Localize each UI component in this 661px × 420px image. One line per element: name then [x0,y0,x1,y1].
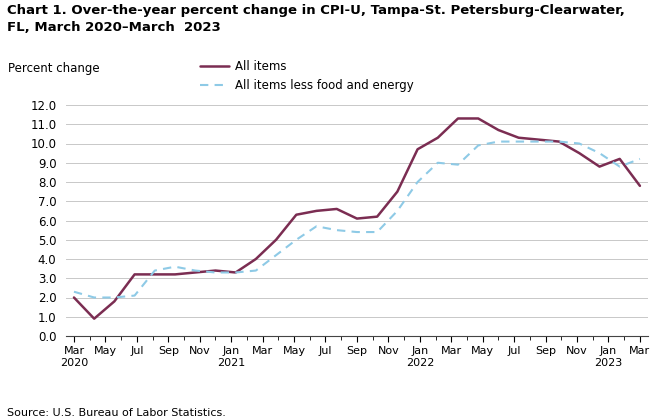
All items [454,116,462,121]
All items less food and energy [535,139,543,144]
Text: Source: U.S. Bureau of Labor Statistics.: Source: U.S. Bureau of Labor Statistics. [7,408,225,418]
All items [191,270,199,275]
All items [151,272,159,277]
All items less food and energy [353,229,361,234]
All items less food and energy [212,270,219,275]
All items less food and energy [313,224,321,229]
All items less food and energy [151,268,159,273]
All items [575,151,583,156]
All items less food and energy [575,141,583,146]
All items [616,156,624,161]
All items [474,116,482,121]
All items less food and energy [272,252,280,257]
All items less food and energy [252,268,260,273]
All items [353,216,361,221]
All items less food and energy [131,293,139,298]
All items less food and energy [414,179,422,184]
Line: All items less food and energy: All items less food and energy [74,142,640,297]
All items less food and energy [555,139,563,144]
All items [232,270,240,275]
All items [292,212,300,217]
All items less food and energy [494,139,502,144]
All items less food and energy [232,270,240,275]
All items less food and energy [393,208,401,213]
All items [373,214,381,219]
All items less food and energy [110,295,118,300]
All items less food and energy [474,143,482,148]
All items less food and energy [434,160,442,165]
Text: Chart 1. Over-the-year percent change in CPI-U, Tampa-St. Petersburg-Clearwater,: Chart 1. Over-the-year percent change in… [7,4,625,34]
All items less food and energy [70,289,78,294]
All items [272,237,280,242]
All items [515,135,523,140]
All items less food and energy [454,162,462,167]
Line: All items: All items [74,118,640,319]
All items less food and energy [616,164,624,169]
All items less food and energy [332,228,340,233]
Legend: All items, All items less food and energy: All items, All items less food and energ… [200,60,414,92]
All items [212,268,219,273]
All items less food and energy [191,268,199,273]
All items less food and energy [636,156,644,161]
All items [252,257,260,262]
Text: Percent change: Percent change [8,62,100,75]
All items [494,128,502,133]
All items [414,147,422,152]
All items [555,139,563,144]
All items [434,135,442,140]
All items [313,208,321,213]
All items [636,183,644,188]
All items [90,316,98,321]
All items less food and energy [596,151,603,156]
All items less food and energy [373,229,381,234]
All items [596,164,603,169]
All items [110,299,118,304]
All items [131,272,139,277]
All items [70,295,78,300]
All items [535,137,543,142]
All items less food and energy [292,237,300,242]
All items [393,189,401,194]
All items [171,272,179,277]
All items less food and energy [171,264,179,269]
All items less food and energy [515,139,523,144]
All items less food and energy [90,295,98,300]
All items [332,206,340,211]
